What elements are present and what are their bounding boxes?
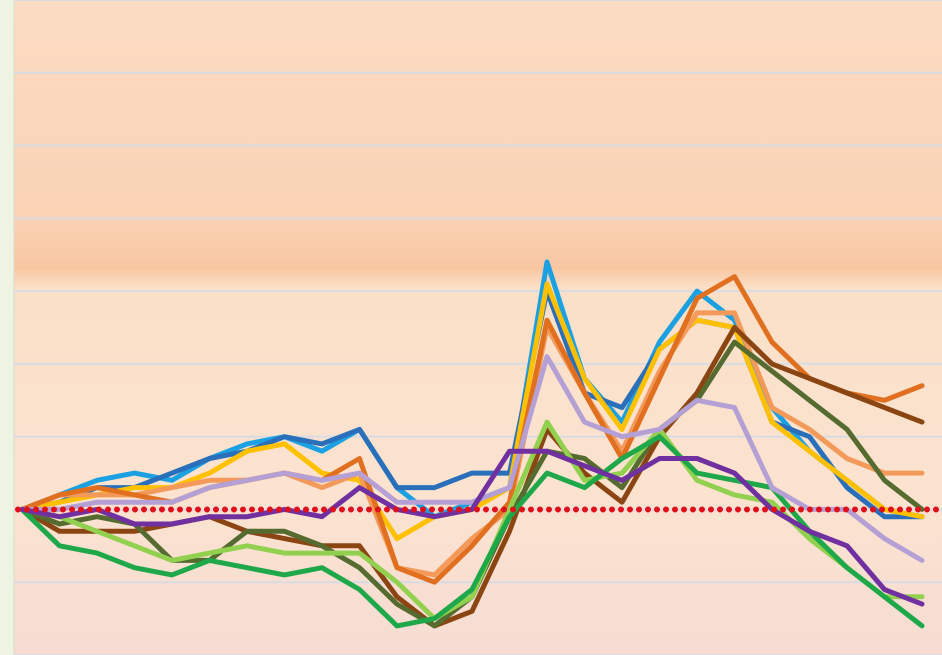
series-line (19, 354, 925, 563)
series-line (19, 310, 925, 578)
series-line (19, 419, 925, 622)
side-strip (0, 0, 14, 655)
